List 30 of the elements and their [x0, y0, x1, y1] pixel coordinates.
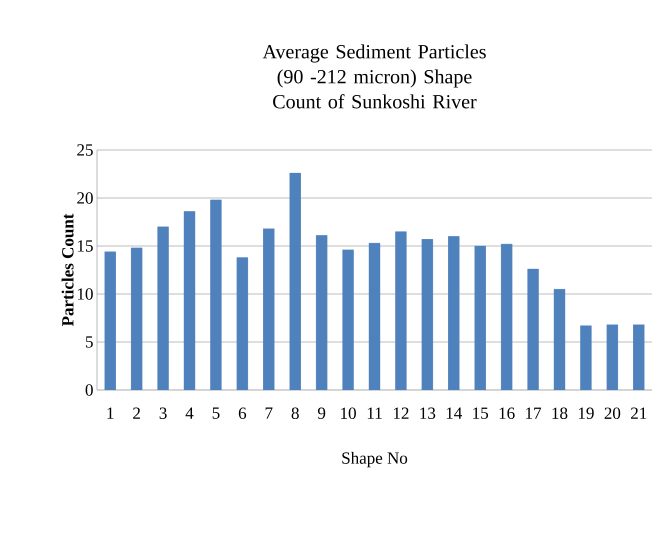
y-axis-title: Particles Count [62, 214, 74, 326]
y-tick-label: 25 [77, 144, 93, 156]
x-tick-label: 15 [473, 408, 488, 419]
y-tick-label: 15 [78, 240, 93, 252]
x-tick-label: 19 [578, 408, 594, 419]
x-tick-label: 20 [604, 408, 620, 419]
x-tick-label: 10 [341, 408, 356, 419]
x-axis-title: Shape No [342, 452, 408, 468]
x-tick-label: 1 [107, 408, 114, 419]
chart-title: Average Sediment Particles (90 -212 micron) Shape Count of Sunkoshi River [262, 44, 486, 108]
x-tick-label: 16 [500, 408, 515, 419]
x-tick-label: 9 [318, 408, 326, 419]
x-tick-label: 8 [292, 408, 299, 419]
y-tick-label: 0 [86, 384, 93, 396]
y-tick-label: 5 [86, 336, 93, 348]
y-tick-label: 20 [77, 192, 93, 204]
x-tick-label: 11 [368, 408, 382, 419]
y-tick-label: 10 [78, 288, 93, 300]
x-tick-label: 17 [526, 408, 542, 419]
x-tick-label: 12 [394, 408, 408, 419]
x-tick-label: 7 [266, 408, 273, 419]
x-tick-label: 18 [552, 408, 568, 419]
x-tick-label: 21 [631, 408, 646, 419]
x-tick-label: 14 [446, 408, 462, 419]
x-tick-label: 5 [212, 408, 220, 419]
x-tick-label: 2 [133, 408, 140, 419]
x-tick-label: 4 [186, 408, 194, 419]
x-tick-label: 3 [160, 408, 167, 419]
x-tick-label: 13 [420, 408, 436, 419]
x-tick-label: 6 [238, 408, 246, 419]
